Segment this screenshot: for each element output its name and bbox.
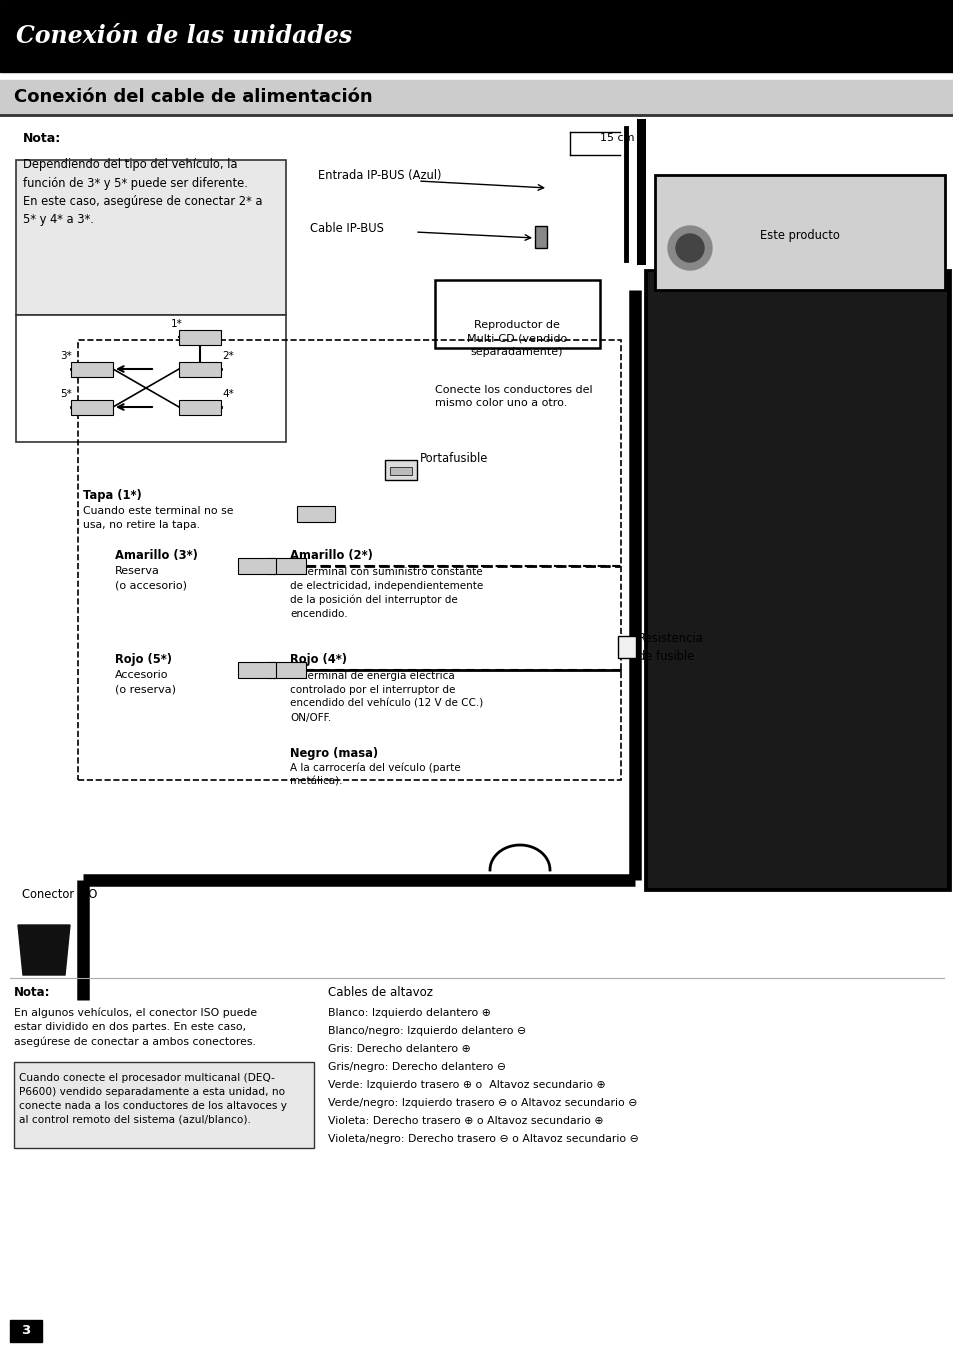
Text: Verde: Izquierdo trasero ⊕ o  Altavoz secundario ⊕: Verde: Izquierdo trasero ⊕ o Altavoz sec… bbox=[328, 1080, 605, 1089]
Text: Blanco: Izquierdo delantero ⊕: Blanco: Izquierdo delantero ⊕ bbox=[328, 1008, 491, 1018]
Bar bbox=[268, 663, 306, 678]
Text: (o reserva): (o reserva) bbox=[115, 684, 175, 694]
Text: 4*: 4* bbox=[222, 389, 233, 398]
Bar bbox=[644, 270, 949, 890]
Text: Amarillo (2*): Amarillo (2*) bbox=[290, 550, 373, 562]
Bar bbox=[237, 558, 275, 575]
Bar bbox=[10, 1320, 42, 1341]
Text: Accesorio: Accesorio bbox=[115, 669, 169, 680]
Text: Tapa (1*): Tapa (1*) bbox=[83, 489, 142, 501]
Text: de electricidad, independientemente: de electricidad, independientemente bbox=[290, 581, 483, 591]
Text: A la carrocería del veículo (parte: A la carrocería del veículo (parte bbox=[290, 763, 460, 774]
Text: 3: 3 bbox=[21, 1324, 30, 1337]
Text: Cuando conecte el procesador multicanal (DEQ-
P6600) vendido separadamente a est: Cuando conecte el procesador multicanal … bbox=[19, 1073, 287, 1125]
Bar bbox=[0, 80, 953, 115]
Text: Conecte los conductores del
mismo color uno a otro.: Conecte los conductores del mismo color … bbox=[435, 385, 592, 408]
Text: Rojo (5*): Rojo (5*) bbox=[115, 653, 172, 667]
Text: Violeta/negro: Derecho trasero ⊖ o Altavoz secundario ⊖: Violeta/negro: Derecho trasero ⊖ o Altav… bbox=[328, 1134, 639, 1144]
Bar bbox=[16, 160, 286, 314]
Bar bbox=[0, 0, 953, 72]
Text: Blanco/negro: Izquierdo delantero ⊖: Blanco/negro: Izquierdo delantero ⊖ bbox=[328, 1026, 525, 1037]
Bar bbox=[71, 362, 112, 377]
Bar bbox=[179, 331, 221, 346]
Bar bbox=[268, 558, 306, 575]
Bar bbox=[390, 467, 412, 476]
Text: 5*: 5* bbox=[60, 389, 71, 398]
Text: Conexión de las unidades: Conexión de las unidades bbox=[16, 24, 352, 47]
Bar bbox=[535, 226, 546, 248]
Text: 3*: 3* bbox=[60, 351, 71, 360]
Circle shape bbox=[676, 234, 703, 262]
Text: Conector ISO: Conector ISO bbox=[22, 889, 97, 901]
Text: encendido.: encendido. bbox=[290, 608, 347, 619]
Text: Resistencia
de fusible: Resistencia de fusible bbox=[638, 633, 703, 664]
Text: Reserva: Reserva bbox=[115, 566, 160, 576]
Text: Al terminal de energía eléctrica: Al terminal de energía eléctrica bbox=[290, 671, 455, 682]
Bar bbox=[71, 400, 112, 415]
Text: Nota:: Nota: bbox=[14, 985, 51, 999]
Text: Gris/negro: Derecho delantero ⊖: Gris/negro: Derecho delantero ⊖ bbox=[328, 1062, 505, 1072]
Polygon shape bbox=[18, 925, 70, 976]
Bar bbox=[237, 663, 275, 678]
Text: 15 cm: 15 cm bbox=[599, 133, 634, 144]
Text: Violeta: Derecho trasero ⊕ o Altavoz secundario ⊕: Violeta: Derecho trasero ⊕ o Altavoz sec… bbox=[328, 1117, 603, 1126]
Circle shape bbox=[667, 226, 711, 270]
Text: Este producto: Este producto bbox=[760, 229, 839, 241]
Text: Cable IP-BUS: Cable IP-BUS bbox=[310, 221, 383, 234]
Text: (o accesorio): (o accesorio) bbox=[115, 580, 187, 589]
Bar bbox=[78, 340, 620, 780]
Text: Gris: Derecho delantero ⊕: Gris: Derecho delantero ⊕ bbox=[328, 1043, 470, 1054]
Text: ON/OFF.: ON/OFF. bbox=[290, 713, 331, 724]
Text: Dependiendo del tipo del vehículo, la
función de 3* y 5* puede ser diferente.
En: Dependiendo del tipo del vehículo, la fu… bbox=[23, 159, 262, 226]
Bar bbox=[655, 175, 944, 290]
Text: Rojo (4*): Rojo (4*) bbox=[290, 653, 347, 667]
Bar bbox=[647, 272, 946, 888]
Text: metálica).: metálica). bbox=[290, 776, 342, 787]
Text: Verde/negro: Izquierdo trasero ⊖ o Altavoz secundario ⊖: Verde/negro: Izquierdo trasero ⊖ o Altav… bbox=[328, 1098, 637, 1108]
Text: usa, no retire la tapa.: usa, no retire la tapa. bbox=[83, 520, 200, 530]
Text: Al terminal con suministro constante: Al terminal con suministro constante bbox=[290, 566, 482, 577]
Text: Negro (masa): Negro (masa) bbox=[290, 747, 377, 760]
Bar bbox=[179, 362, 221, 377]
Text: Cuando este terminal no se: Cuando este terminal no se bbox=[83, 505, 233, 516]
Text: encendido del vehículo (12 V de CC.): encendido del vehículo (12 V de CC.) bbox=[290, 699, 483, 709]
Text: Portafusible: Portafusible bbox=[419, 451, 488, 465]
Text: 1*: 1* bbox=[172, 318, 183, 329]
Bar bbox=[385, 459, 416, 480]
Text: Nota:: Nota: bbox=[23, 131, 61, 145]
Text: Conexión del cable de alimentación: Conexión del cable de alimentación bbox=[14, 88, 373, 106]
Text: Entrada IP-BUS (Azul): Entrada IP-BUS (Azul) bbox=[317, 169, 441, 183]
Bar bbox=[16, 314, 286, 442]
Text: de la posición del interruptor de: de la posición del interruptor de bbox=[290, 595, 457, 606]
Text: 2*: 2* bbox=[222, 351, 233, 360]
Text: Reproductor de
Multi-CD (vendido
separadamente): Reproductor de Multi-CD (vendido separad… bbox=[466, 320, 566, 358]
Text: controlado por el interruptor de: controlado por el interruptor de bbox=[290, 686, 455, 695]
Text: En algunos vehículos, el conector ISO puede
estar dividido en dos partes. En est: En algunos vehículos, el conector ISO pu… bbox=[14, 1008, 257, 1047]
Bar bbox=[296, 505, 335, 522]
Bar bbox=[14, 1062, 314, 1148]
Bar bbox=[618, 635, 636, 659]
Text: Amarillo (3*): Amarillo (3*) bbox=[115, 550, 197, 562]
Bar bbox=[435, 280, 599, 348]
Text: Cables de altavoz: Cables de altavoz bbox=[328, 985, 433, 999]
Bar bbox=[179, 400, 221, 415]
